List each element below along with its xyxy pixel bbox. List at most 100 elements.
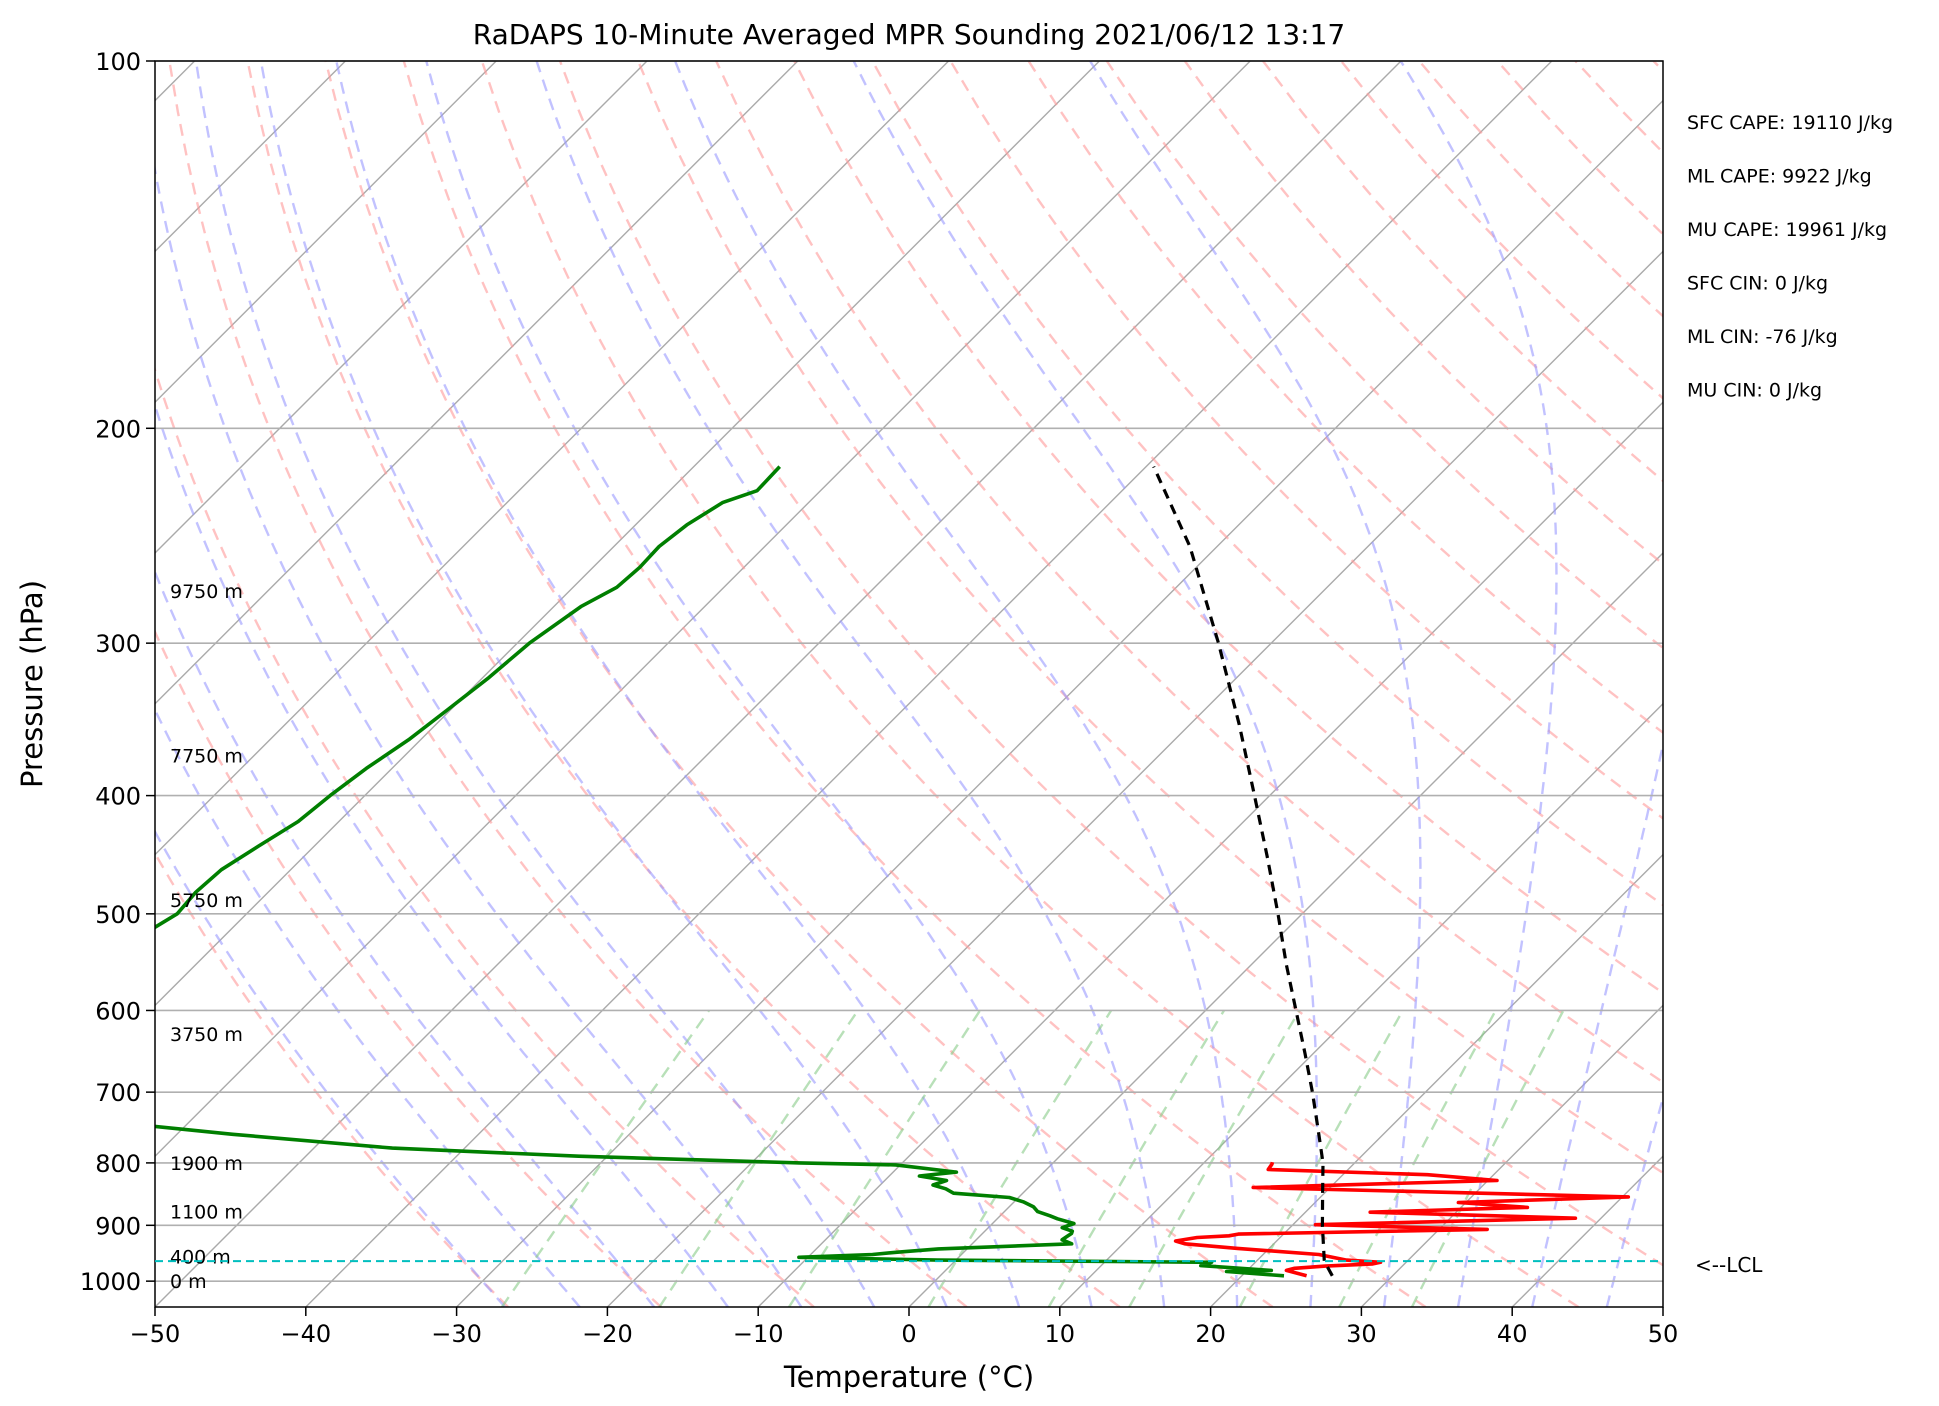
height-label: 1900 m	[170, 1153, 243, 1175]
isotherm	[155, 61, 1251, 1158]
isotherm	[908, 552, 1663, 1307]
stability-indices: SFC CAPE: 19110 J/kg ML CAPE: 9922 J/kg MU…	[1687, 112, 1893, 402]
height-label: 0 m	[170, 1271, 207, 1293]
isotherm	[1059, 702, 1663, 1307]
dewpoint-line	[155, 465, 1285, 1278]
dry-adiabat	[1732, 61, 1939, 1307]
dry-adiabat	[1496, 61, 1663, 236]
moist-adiabat	[155, 401, 729, 1307]
mixing-ratio-line	[1338, 1009, 1497, 1307]
dry-adiabat	[155, 365, 815, 1307]
height-label: 400 m	[170, 1247, 231, 1269]
isotherm	[1360, 1004, 1663, 1307]
dry-adiabat	[793, 61, 1663, 995]
data-series	[155, 465, 1631, 1278]
parcel-line	[1152, 465, 1334, 1277]
x-tick-label: −50	[130, 1320, 181, 1348]
isotherm	[155, 61, 1100, 1007]
mixing-ratio-line	[658, 1009, 859, 1307]
dry-adiabat	[168, 61, 968, 1307]
y-tick-label: 1000	[80, 1268, 141, 1296]
lcl-marker: <--LCL	[155, 1253, 1763, 1277]
moist-adiabat	[1531, 739, 1663, 1307]
isotherm	[155, 61, 648, 554]
moist-adiabat	[155, 707, 581, 1307]
moist-adiabat	[335, 61, 1021, 1307]
moist-adiabat	[194, 61, 876, 1307]
dry-adiabat	[1105, 61, 1663, 650]
isotherm	[155, 61, 346, 253]
mixing-ratio-line	[787, 1009, 982, 1307]
x-axis: −50 −40 −30 −20 −10 0 10 20 30 40 50	[130, 1307, 1679, 1348]
dry-adiabat	[1418, 61, 1663, 318]
dry-adiabat	[480, 61, 1580, 1307]
isotherm	[1511, 1155, 1663, 1307]
moist-adiabat	[1399, 61, 1558, 1307]
y-tick-label: 500	[95, 901, 141, 929]
isotherm	[155, 61, 799, 705]
y-tick-label: 700	[95, 1079, 141, 1107]
moist-adiabat	[259, 61, 948, 1307]
x-tick-label: 10	[1045, 1320, 1076, 1348]
chart-title: RaDAPS 10-Minute Averaged MPR Sounding 2…	[473, 18, 1345, 51]
y-tick-label: 300	[95, 630, 141, 658]
dry-adiabat	[636, 61, 1663, 1175]
x-tick-label: 40	[1497, 1320, 1528, 1348]
isotherm	[1662, 1306, 1663, 1307]
dry-adiabat	[324, 61, 1274, 1307]
y-tick-label: 900	[95, 1212, 141, 1240]
x-tick-label: −10	[733, 1320, 784, 1348]
height-label: 9750 m	[170, 581, 243, 603]
dry-adiabat	[715, 61, 1663, 1084]
height-label: 1100 m	[170, 1202, 243, 1224]
dry-adiabat	[1652, 61, 1663, 73]
x-tick-label: 20	[1195, 1320, 1226, 1348]
y-tick-label: 800	[95, 1150, 141, 1178]
x-tick-label: 0	[901, 1320, 916, 1348]
temperature-line	[1173, 1161, 1631, 1278]
height-label: 7750 m	[170, 746, 243, 768]
dry-adiabat	[155, 628, 662, 1307]
stat-text: MU CIN: 0 J/kg	[1687, 380, 1822, 402]
x-tick-label: −30	[431, 1320, 482, 1348]
x-tick-label: 50	[1648, 1320, 1679, 1348]
moist-adiabat	[852, 61, 1319, 1307]
isotherm	[456, 99, 1663, 1307]
stat-text: ML CIN: -76 J/kg	[1687, 326, 1838, 348]
mixing-ratio-line	[500, 1009, 710, 1307]
y-tick-label: 400	[95, 783, 141, 811]
isotherm	[155, 61, 497, 404]
dry-adiabat	[246, 61, 1121, 1307]
dry-adiabat	[155, 850, 509, 1307]
stat-text: MU CAPE: 19961 J/kg	[1687, 219, 1887, 241]
dry-adiabat	[1340, 61, 1663, 400]
y-tick-label: 100	[95, 48, 141, 76]
x-tick-label: 30	[1346, 1320, 1377, 1348]
stat-text: ML CAPE: 9922 J/kg	[1687, 166, 1872, 188]
y-tick-label: 600	[95, 997, 141, 1025]
x-axis-label: Temperature (°C)	[783, 1360, 1034, 1394]
dry-adiabat	[871, 61, 1663, 907]
isotherm	[305, 61, 1553, 1307]
dry-adiabat	[1027, 61, 1663, 735]
background-lines	[155, 61, 1939, 1307]
moist-adiabat	[155, 829, 506, 1307]
mixing-ratio-line	[1047, 1009, 1226, 1307]
dry-adiabat	[558, 61, 1663, 1267]
y-axis-label: Pressure (hPa)	[15, 580, 49, 788]
x-tick-label: −20	[582, 1320, 633, 1348]
mixing-ratio-line	[927, 1009, 1113, 1307]
moist-adiabat	[425, 61, 1093, 1307]
lcl-label: <--LCL	[1695, 1253, 1763, 1277]
stat-text: SFC CAPE: 19110 J/kg	[1687, 112, 1893, 134]
isotherm	[155, 61, 950, 856]
dry-adiabat	[949, 61, 1663, 820]
moist-adiabat	[1605, 1093, 1663, 1307]
x-tick-label: −40	[280, 1320, 331, 1348]
mixing-ratio-line	[1128, 1009, 1301, 1307]
y-axis: 1000 900 800 700 600 500 400 300 200 100	[80, 48, 155, 1296]
moist-adiabat	[155, 569, 656, 1307]
moist-adiabat	[673, 61, 1239, 1307]
